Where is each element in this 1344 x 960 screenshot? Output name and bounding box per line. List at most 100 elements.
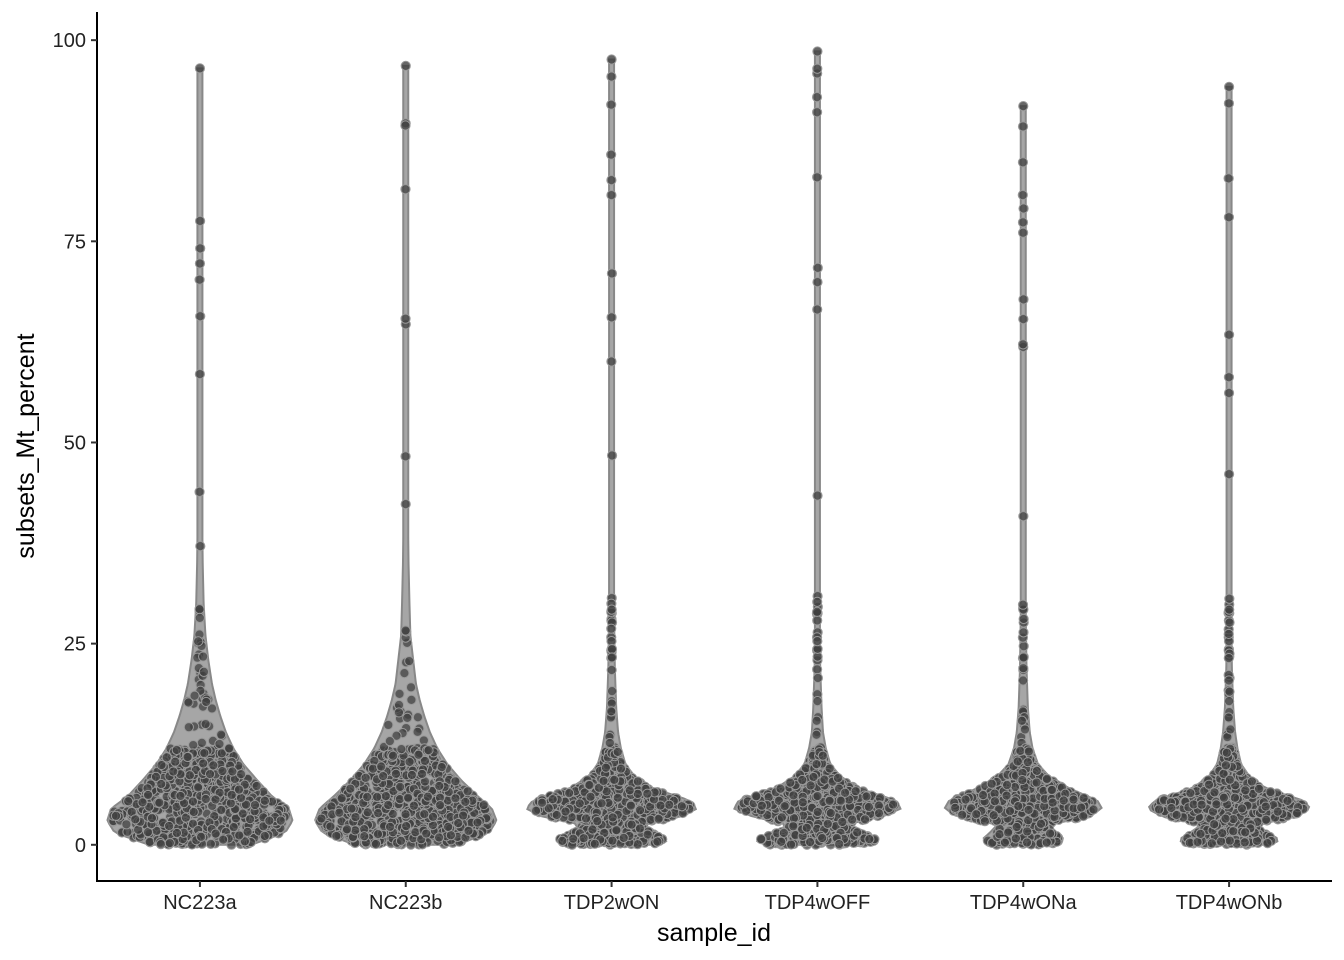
- data-point: [362, 807, 373, 818]
- data-point: [376, 761, 387, 772]
- data-point: [1224, 696, 1235, 707]
- data-point: [615, 763, 627, 774]
- data-point: [189, 690, 200, 701]
- data-point: [346, 803, 357, 814]
- data-point: [400, 451, 411, 462]
- data-point: [334, 807, 345, 818]
- data-point: [264, 815, 275, 826]
- data-point: [788, 821, 799, 832]
- data-point: [463, 825, 474, 836]
- data-point: [472, 817, 483, 828]
- data-point: [478, 799, 489, 811]
- data-point: [204, 768, 216, 780]
- data-point: [406, 769, 418, 781]
- data-point: [580, 813, 592, 824]
- data-point: [404, 756, 415, 767]
- data-point: [316, 813, 327, 824]
- data-point: [405, 682, 417, 693]
- data-point: [756, 800, 767, 811]
- data-point: [378, 770, 389, 782]
- data-point: [195, 243, 206, 254]
- data-point: [450, 793, 461, 804]
- data-point: [598, 775, 609, 787]
- data-point: [249, 799, 261, 811]
- data-point: [362, 791, 373, 803]
- data-point: [812, 107, 823, 118]
- data-point: [812, 262, 823, 273]
- data-point: [194, 604, 205, 615]
- data-point: [433, 832, 445, 843]
- data-point: [198, 651, 209, 662]
- data-point: [395, 835, 407, 846]
- data-point: [1023, 804, 1034, 815]
- data-point: [775, 783, 786, 794]
- data-point: [971, 809, 982, 820]
- data-point: [1041, 837, 1052, 848]
- data-point: [606, 356, 617, 367]
- data-point: [244, 814, 256, 825]
- data-point: [978, 790, 989, 801]
- data-point: [184, 770, 195, 781]
- data-point: [960, 794, 971, 805]
- data-point: [832, 772, 844, 784]
- data-point: [336, 793, 347, 804]
- data-point: [216, 729, 227, 740]
- data-point: [864, 833, 875, 845]
- data-point: [383, 799, 394, 811]
- data-point: [164, 837, 175, 849]
- data-point: [560, 806, 571, 817]
- data-point: [242, 826, 253, 837]
- data-point: [434, 780, 445, 792]
- data-point: [986, 778, 997, 789]
- data-point: [1018, 511, 1029, 522]
- data-point: [557, 835, 568, 847]
- data-point: [1018, 641, 1029, 652]
- data-point: [812, 277, 823, 288]
- data-point: [210, 828, 221, 839]
- data-point: [812, 664, 823, 675]
- data-point: [606, 686, 618, 697]
- data-point: [606, 54, 617, 65]
- data-point: [384, 735, 395, 747]
- data-point: [331, 830, 342, 842]
- data-point: [1076, 802, 1087, 813]
- data-point: [182, 751, 193, 763]
- data-point: [861, 791, 872, 802]
- data-point: [811, 759, 822, 770]
- data-point: [453, 817, 464, 829]
- data-point: [887, 799, 899, 810]
- data-point: [811, 729, 822, 740]
- data-point: [1035, 818, 1047, 829]
- data-point: [634, 823, 646, 834]
- data-point: [194, 63, 206, 74]
- data-point: [863, 801, 875, 813]
- data-point: [812, 490, 823, 501]
- data-point: [350, 811, 361, 823]
- data-point: [1001, 779, 1013, 791]
- data-point: [1017, 121, 1029, 132]
- data-point: [359, 831, 370, 842]
- data-point: [198, 666, 210, 677]
- data-point: [634, 805, 646, 816]
- data-point: [606, 623, 617, 634]
- data-point: [1010, 833, 1021, 844]
- data-point: [755, 833, 767, 845]
- data-point: [606, 652, 618, 663]
- data-point: [776, 836, 787, 847]
- data-point: [218, 834, 229, 845]
- data-point: [1224, 686, 1235, 697]
- data-point: [652, 836, 663, 847]
- data-point: [824, 795, 835, 806]
- data-point: [370, 838, 381, 850]
- data-point: [812, 596, 823, 607]
- data-point: [460, 796, 471, 807]
- data-point: [1023, 746, 1034, 757]
- data-point: [194, 258, 206, 269]
- data-point: [383, 719, 394, 731]
- data-point: [1017, 599, 1029, 610]
- data-point: [198, 758, 209, 769]
- data-point: [205, 838, 216, 850]
- data-point: [214, 738, 225, 750]
- data-point: [609, 774, 620, 786]
